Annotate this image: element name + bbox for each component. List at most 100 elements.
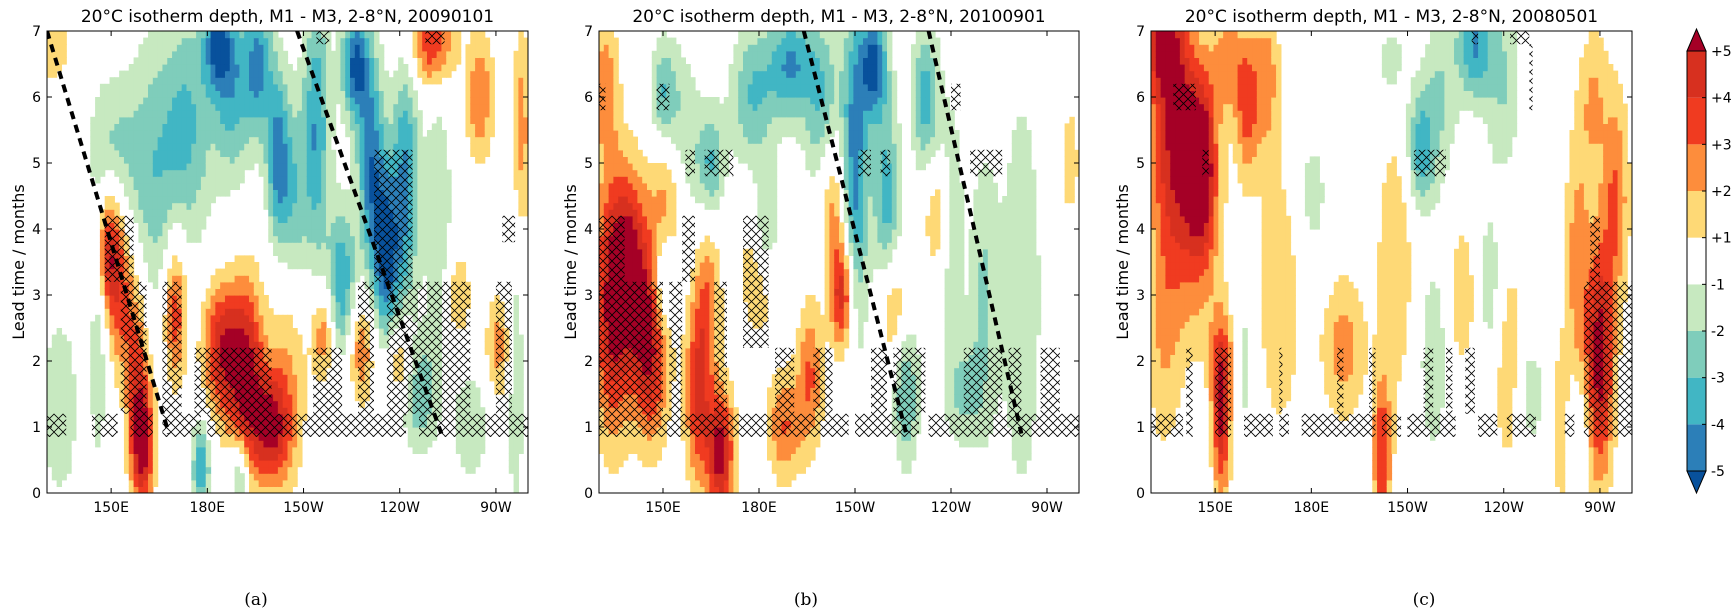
field-cell [436, 268, 443, 276]
field-cell [249, 50, 255, 58]
field-cell [215, 143, 221, 151]
field-cell [138, 433, 144, 441]
field-cell [152, 427, 159, 435]
field-cell [191, 182, 197, 190]
field-cell [210, 123, 216, 131]
field-cell [627, 440, 634, 448]
field-cell [90, 367, 96, 375]
field-cell [181, 123, 188, 131]
field-cell [599, 163, 605, 171]
field-cell [138, 196, 144, 204]
field-cell [143, 202, 149, 210]
field-cell [330, 308, 337, 316]
field-cell [104, 163, 111, 171]
field-cell [268, 209, 274, 217]
field-cell [268, 77, 274, 85]
field-cell [200, 176, 207, 184]
field-cell [239, 446, 245, 454]
field-cell [258, 328, 265, 336]
field-cell [47, 433, 53, 441]
field-cell [599, 196, 605, 204]
field-cell [623, 262, 629, 270]
field-cell [287, 394, 293, 402]
field-cell [523, 130, 528, 138]
field-cell [642, 255, 648, 263]
hatch-region [502, 215, 516, 243]
field-cell [128, 486, 135, 493]
field-cell [99, 130, 106, 138]
field-cell [244, 110, 250, 118]
field-cell [441, 189, 447, 197]
field-cell [292, 83, 298, 91]
field-cell [196, 110, 202, 118]
field-cell [325, 169, 332, 177]
field-cell [623, 189, 629, 197]
hatch-region [47, 413, 67, 437]
field-cell [412, 169, 418, 177]
field-cell [297, 341, 303, 349]
field-cell [661, 209, 667, 217]
field-cell [114, 83, 120, 91]
field-cell [412, 255, 418, 263]
field-cell [128, 163, 135, 171]
field-cell [191, 229, 197, 237]
field-cell [627, 169, 634, 177]
field-cell [335, 268, 342, 276]
field-cell [253, 143, 260, 151]
field-cell [345, 275, 351, 283]
field-cell [205, 440, 212, 448]
field-cell [292, 400, 298, 408]
field-cell [661, 123, 667, 131]
field-cell [359, 77, 366, 85]
field-cell [123, 189, 130, 197]
field-cell [465, 103, 471, 111]
field-cell [479, 143, 486, 151]
field-cell [95, 130, 101, 138]
field-cell [148, 31, 154, 39]
field-cell [258, 50, 265, 58]
field-cell [455, 262, 462, 270]
field-cell [359, 70, 366, 78]
field-cell [311, 314, 317, 322]
field-cell [287, 215, 293, 223]
field-cell [599, 70, 605, 78]
field-cell [253, 90, 260, 98]
field-cell [618, 433, 624, 441]
field-cell [220, 295, 226, 303]
field-cell [354, 394, 361, 402]
field-cell [661, 374, 667, 382]
field-cell [345, 97, 351, 105]
field-cell [205, 453, 212, 461]
field-cell [412, 123, 418, 131]
field-cell [287, 209, 293, 217]
field-cell [436, 189, 443, 197]
field-cell [244, 308, 250, 316]
field-cell [239, 314, 245, 322]
field-cell [623, 123, 629, 131]
field-cell [513, 334, 519, 342]
hatch-region [91, 413, 118, 437]
field-cell [162, 169, 168, 177]
field-cell [258, 57, 265, 65]
field-cell [152, 242, 159, 250]
field-cell [613, 50, 619, 58]
field-cell [157, 103, 164, 111]
field-cell [350, 130, 356, 138]
field-cell [287, 77, 293, 85]
field-cell [277, 169, 284, 177]
field-cell [253, 70, 260, 78]
field-cell [123, 156, 130, 164]
field-cell [263, 64, 269, 72]
field-cell [176, 268, 183, 276]
field-cell [436, 156, 443, 164]
field-cell [475, 143, 481, 151]
field-cell [354, 97, 361, 105]
field-cell [196, 229, 202, 237]
field-cell [489, 321, 495, 329]
field-cell [249, 136, 255, 144]
field-cell [513, 446, 519, 454]
field-cell [205, 169, 212, 177]
field-cell [335, 37, 342, 45]
field-cell [422, 189, 428, 197]
field-cell [282, 473, 289, 481]
